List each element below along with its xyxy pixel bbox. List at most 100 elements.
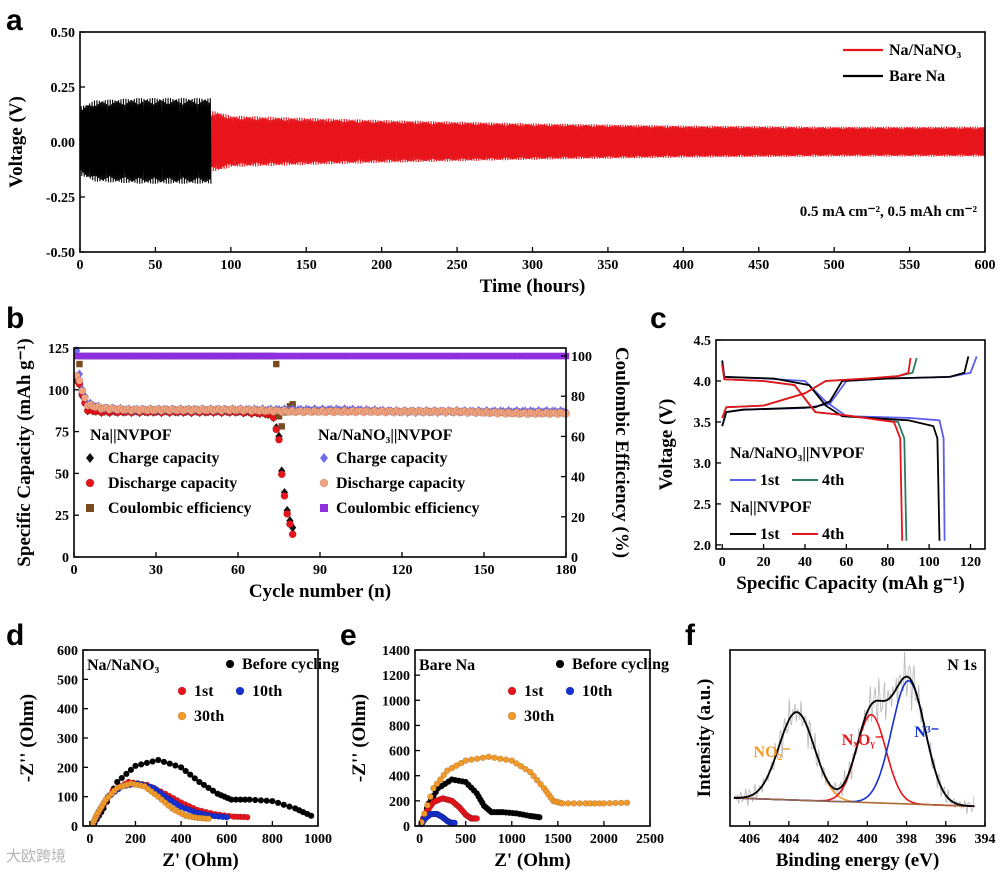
y-tick-label-d: 300 — [57, 732, 78, 747]
x-tick-label-d: 600 — [216, 832, 237, 847]
y-tick-label-d: 500 — [57, 673, 78, 688]
plot-frame-f — [729, 649, 986, 827]
y-axis-label-f: Intensity (a.u.) — [694, 679, 715, 798]
x-tick-label-c: 20 — [757, 555, 771, 570]
data-point-b — [278, 423, 285, 430]
x-tick-label-c: 60 — [839, 555, 853, 570]
data-point-b — [76, 360, 83, 368]
x-tick-label-c: 0 — [719, 555, 726, 570]
legend-label-a: Na/NaNO₃ — [889, 42, 962, 59]
x-tick-label-a: 450 — [748, 258, 769, 273]
y-tick-label-e: 200 — [389, 795, 410, 810]
x-axis-label-f: Binding energy (eV) — [776, 850, 940, 871]
legend-label-b: Charge capacity — [108, 450, 220, 467]
legend-label-a: Bare Na — [889, 68, 945, 85]
x-tick-label-a: 0 — [77, 258, 84, 273]
data-point-e — [485, 753, 493, 761]
legend-label-b: Discharge capacity — [108, 475, 237, 492]
x-tick-label-a: 200 — [371, 258, 392, 273]
data-point-e — [496, 755, 504, 763]
y-tick-label-e: 1200 — [382, 669, 410, 684]
data-point-b — [280, 491, 289, 500]
x-tick-label-f: 404 — [778, 832, 799, 847]
data-point-e — [427, 793, 434, 801]
data-point-d — [205, 784, 212, 792]
panel-letter-d: d — [6, 619, 24, 652]
total-fit-line — [733, 675, 975, 808]
x-axis-label-a: Time (hours) — [480, 276, 586, 297]
data-point-b — [289, 522, 297, 533]
y-tick-label-a: 0.25 — [51, 81, 76, 96]
y2-tick-label-b: 60 — [571, 430, 585, 445]
legend-label-e: 1st — [524, 683, 544, 700]
x-tick-label-f: 402 — [818, 832, 839, 847]
x-tick-label-d: 400 — [171, 832, 192, 847]
data-point-b — [78, 386, 87, 395]
legend-label-b: Charge capacity — [336, 450, 448, 467]
data-point-b — [283, 509, 292, 518]
data-point-d — [166, 760, 173, 767]
x-tick-label-d: 800 — [262, 832, 283, 847]
data-point-e — [617, 799, 625, 807]
data-point-e — [462, 757, 469, 764]
data-point-d — [223, 813, 231, 821]
y-tick-label-e: 1400 — [382, 644, 410, 659]
data-point-d — [149, 758, 156, 765]
legend-label-c: 1st — [760, 526, 780, 543]
legend-label-d: 10th — [252, 683, 282, 700]
data-point-d — [209, 787, 217, 795]
x-tick-label-e: 2000 — [590, 832, 618, 847]
y-tick-label-d: 200 — [57, 761, 78, 776]
data-point-e — [600, 800, 608, 807]
data-point-e — [491, 754, 498, 762]
y-tick-label-e: 400 — [389, 770, 410, 785]
legend-marker-d — [235, 686, 245, 696]
data-point-b — [273, 360, 280, 368]
legend-marker-d — [225, 659, 235, 669]
data-point-b — [275, 413, 283, 420]
legend-marker-e — [507, 711, 517, 721]
legend-group-title-b: Na/NaNO₃||NVPOF — [318, 427, 453, 444]
data-point-e — [570, 800, 578, 807]
y-tick-label-b: 0 — [62, 551, 69, 566]
data-point-e — [526, 768, 534, 776]
y-tick-label-a: -0.50 — [46, 246, 75, 261]
y-tick-label-e: 800 — [389, 719, 410, 734]
data-point-d — [143, 759, 151, 767]
data-point-b — [81, 394, 89, 402]
x-tick-label-c: 120 — [960, 555, 981, 570]
data-point-e — [440, 771, 448, 779]
y-tick-label-b: 100 — [48, 384, 69, 399]
data-point-d — [263, 797, 270, 805]
data-point-d — [160, 758, 168, 766]
panel-letter-e: e — [340, 619, 357, 652]
legend-marker-b — [320, 453, 328, 463]
y-tick-label-d: 600 — [57, 644, 78, 659]
y-tick-label-c: 4.5 — [694, 334, 712, 349]
data-point-e — [430, 784, 437, 792]
watermark-text: 大欧跨境 — [6, 847, 67, 865]
data-point-d — [191, 775, 199, 782]
x-tick-label-c: 80 — [881, 555, 895, 570]
y-tick-label-c: 3.0 — [694, 457, 712, 472]
peak-label-f: NₓOᵧ⁻ — [842, 732, 884, 749]
legend-label-d: 1st — [194, 683, 214, 700]
sample-label-d: Na/NaNO₃ — [87, 657, 160, 674]
legend-marker-d — [177, 711, 187, 721]
curve-c-charge — [721, 357, 912, 419]
data-point-d — [200, 781, 208, 789]
data-point-e — [502, 756, 510, 763]
legend-group-title-c: Na/NaNO₃||NVPOF — [730, 445, 865, 462]
x-tick-label-e: 1000 — [498, 832, 526, 847]
legend-marker-e — [565, 686, 575, 696]
legend-label-c: 4th — [822, 472, 844, 489]
y-axis-label-a: Voltage (V) — [6, 96, 27, 188]
data-point-b — [275, 435, 283, 444]
legend-group-title-c: Na||NVPOF — [730, 499, 812, 516]
x-tick-label-f: 394 — [975, 832, 996, 847]
legend-marker-d — [177, 686, 187, 696]
data-point-b — [75, 376, 84, 385]
y-tick-label-c: 2.5 — [694, 498, 712, 513]
legend-label-e: 10th — [582, 683, 612, 700]
curve-c-charge — [721, 356, 970, 427]
